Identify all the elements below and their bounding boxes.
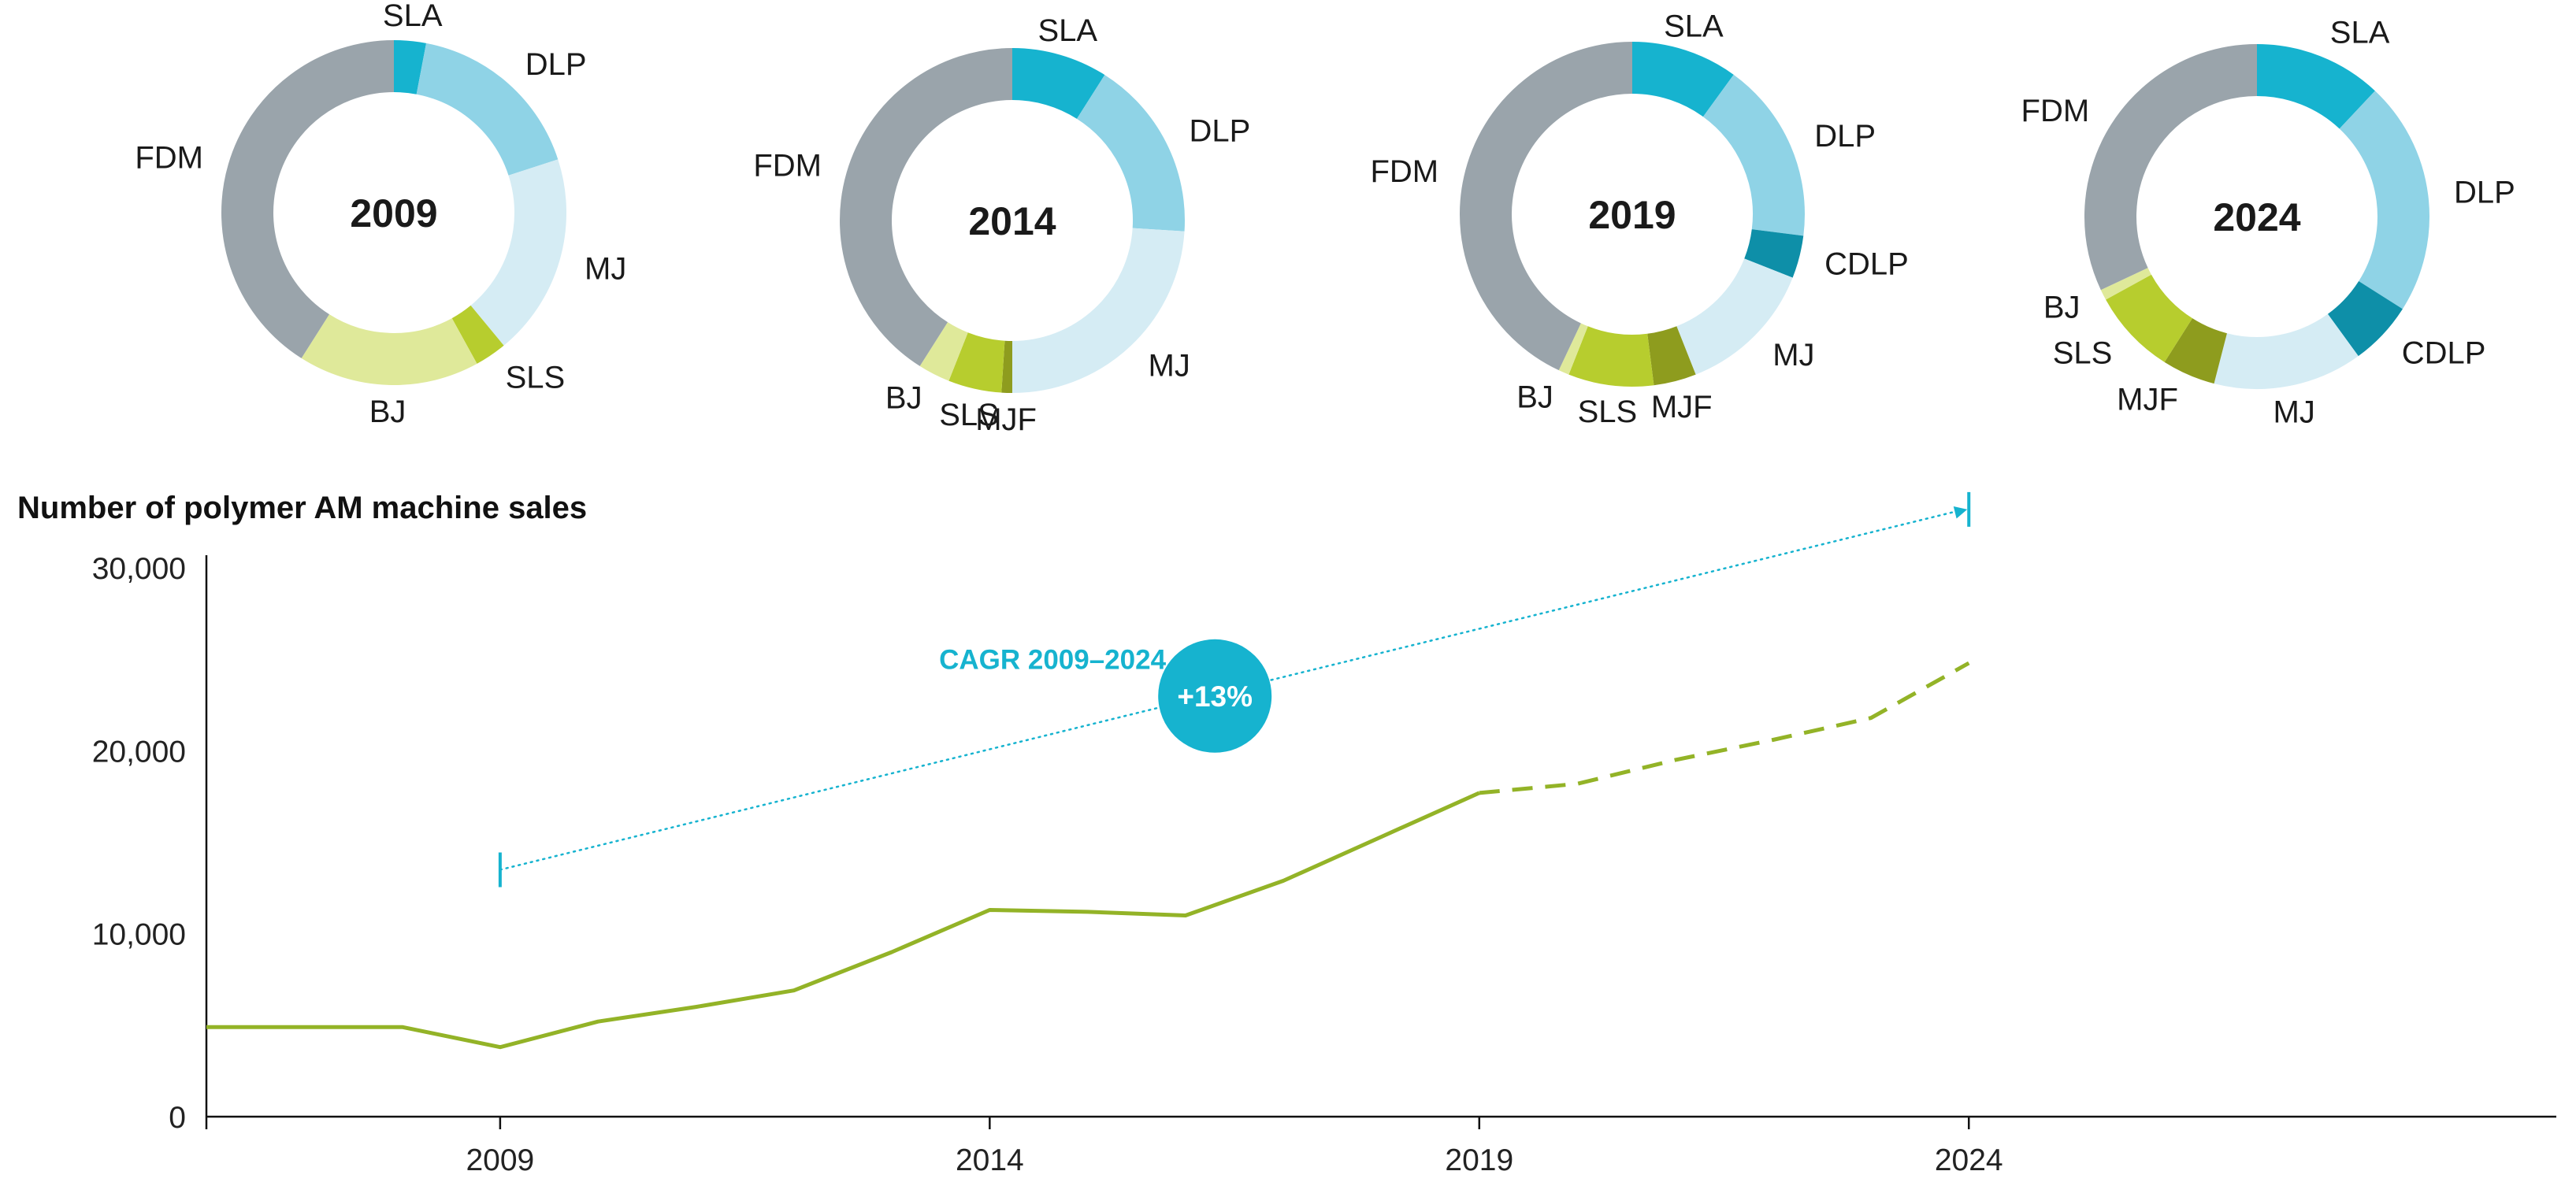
slice-label-sls: SLS (939, 398, 999, 432)
y-tick-label: 10,000 (92, 918, 186, 952)
slice-label-dlp: DLP (2454, 175, 2515, 209)
slice-label-bj: BJ (885, 381, 922, 416)
cagr-label: CAGR 2009–2024 (939, 644, 1166, 675)
series-lines (206, 661, 1970, 1050)
slice-sla (1011, 48, 1105, 120)
y-tick-label: 0 (169, 1101, 186, 1135)
slice-label-cdlp: CDLP (2402, 336, 2486, 371)
slice-dlp (1702, 74, 1805, 236)
donut-center-label: 2019 (1588, 193, 1676, 237)
slice-fdm (840, 48, 1013, 366)
slice-label-sla: SLA (2330, 16, 2390, 50)
slice-sla (1631, 42, 1734, 117)
slice-mj (1011, 227, 1185, 393)
slice-mj (470, 159, 566, 346)
slice-sla (2256, 44, 2375, 130)
slice-fdm (221, 40, 395, 358)
x-tick-label: 2014 (956, 1143, 1024, 1177)
slice-label-mj: MJ (1149, 349, 1190, 384)
slice-label-sls: SLS (2053, 336, 2113, 371)
x-tick-label: 2019 (1445, 1143, 1513, 1177)
slice-label-dlp: DLP (1814, 119, 1876, 154)
slice-label-mj: MJ (1772, 338, 1814, 372)
donut-center-label: 2024 (2213, 195, 2300, 239)
slice-label-sla: SLA (383, 0, 443, 33)
slice-label-cdlp: CDLP (1824, 247, 1909, 282)
cagr-annotation: +13% CAGR 2009–2024 (498, 491, 1971, 888)
slice-label-mjf: MJF (2117, 382, 2178, 417)
slice-sls (2106, 273, 2193, 362)
donut-2009: SLA DLP MJ SLS BJ FDM 2009 (135, 0, 626, 429)
slice-mjf (2164, 317, 2228, 384)
slice-label-bj: BJ (2043, 290, 2080, 324)
slice-label-sla: SLA (1037, 13, 1097, 48)
series-forecast (1479, 661, 1970, 795)
slice-bj (1558, 323, 1588, 375)
donut-charts: SLADLPMJSLSBJFDM2009SLADLPMJMJFSLSBJFDM2… (135, 0, 2515, 437)
slice-bj (2100, 267, 2152, 300)
cagr-badge (1158, 639, 1272, 753)
slice-label-mj: MJ (2273, 395, 2315, 430)
slice-label-bj: BJ (1516, 380, 1553, 414)
slice-label-mjf: MJF (1651, 390, 1713, 424)
slice-label-bj: BJ (369, 395, 406, 429)
slice-label-sla: SLA (1664, 9, 1724, 43)
slice-sla (393, 39, 427, 94)
slice-dlp (415, 43, 559, 176)
slice-bj (301, 313, 477, 385)
slice-label-fdm: FDM (2021, 94, 2090, 128)
cagr-arrowhead (1953, 506, 1968, 519)
slice-dlp (1076, 75, 1185, 232)
slice-label-fdm: FDM (1370, 154, 1438, 189)
slice-sls (948, 332, 1006, 393)
slice-cdlp (1743, 228, 1804, 278)
line-chart-title: Number of polymer AM machine sales (17, 491, 587, 525)
x-tick-label: 2024 (1935, 1143, 2003, 1177)
slice-dlp (2339, 91, 2429, 309)
slice-mj (1676, 258, 1793, 375)
slice-label-mjf: MJF (975, 402, 1037, 437)
slice-mj (2214, 313, 2359, 389)
slice-mjf (1646, 325, 1696, 386)
slice-label-sls: SLS (506, 360, 566, 395)
slice-sls (451, 305, 504, 364)
slice-fdm (1460, 42, 1633, 371)
donut-center-label: 2014 (968, 199, 1056, 243)
slice-label-mj: MJ (585, 251, 626, 286)
x-tick-label: 2009 (466, 1143, 534, 1177)
slice-label-sls: SLS (1578, 395, 1638, 429)
slice-label-dlp: DLP (525, 47, 587, 82)
donut-2019: SLA DLP CDLP MJ MJF SLS BJ FDM 2019 (1370, 9, 1908, 429)
slice-label-dlp: DLP (1190, 114, 1251, 149)
axes: 2009 2014 2019 2024 0 10,000 20,000 30,000 (92, 552, 2556, 1177)
slice-fdm (2084, 44, 2258, 291)
y-tick-label: 30,000 (92, 552, 186, 586)
line-chart: Number of polymer AM machine sales 2009 2… (17, 491, 2556, 1177)
slice-label-fdm: FDM (753, 149, 822, 183)
y-tick-label: 20,000 (92, 735, 186, 769)
slice-label-fdm: FDM (135, 141, 203, 176)
slice-cdlp (2327, 280, 2403, 357)
slice-sls (1568, 325, 1654, 387)
donut-center-label: 2009 (350, 191, 437, 235)
series-actual-sales (206, 791, 1480, 1050)
slice-bj (919, 321, 969, 381)
cagr-value: +13% (1177, 680, 1253, 713)
